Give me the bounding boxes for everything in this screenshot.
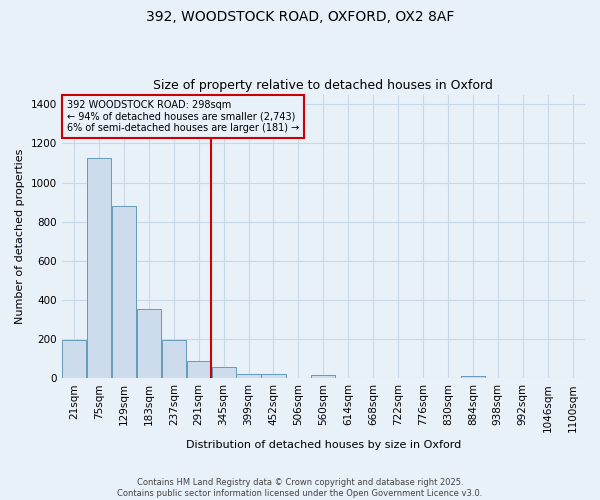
Bar <box>187 360 211 378</box>
Bar <box>212 368 236 378</box>
X-axis label: Distribution of detached houses by size in Oxford: Distribution of detached houses by size … <box>186 440 461 450</box>
Text: 392 WOODSTOCK ROAD: 298sqm
← 94% of detached houses are smaller (2,743)
6% of se: 392 WOODSTOCK ROAD: 298sqm ← 94% of deta… <box>67 100 299 134</box>
Text: 392, WOODSTOCK ROAD, OXFORD, OX2 8AF: 392, WOODSTOCK ROAD, OXFORD, OX2 8AF <box>146 10 454 24</box>
Bar <box>236 374 260 378</box>
Bar <box>162 340 186 378</box>
Text: Contains HM Land Registry data © Crown copyright and database right 2025.
Contai: Contains HM Land Registry data © Crown c… <box>118 478 482 498</box>
Bar <box>262 374 286 378</box>
Bar <box>62 340 86 378</box>
Y-axis label: Number of detached properties: Number of detached properties <box>15 148 25 324</box>
Title: Size of property relative to detached houses in Oxford: Size of property relative to detached ho… <box>154 79 493 92</box>
Bar <box>112 206 136 378</box>
Bar <box>137 308 161 378</box>
Bar <box>461 376 485 378</box>
Bar <box>311 375 335 378</box>
Bar <box>87 158 111 378</box>
